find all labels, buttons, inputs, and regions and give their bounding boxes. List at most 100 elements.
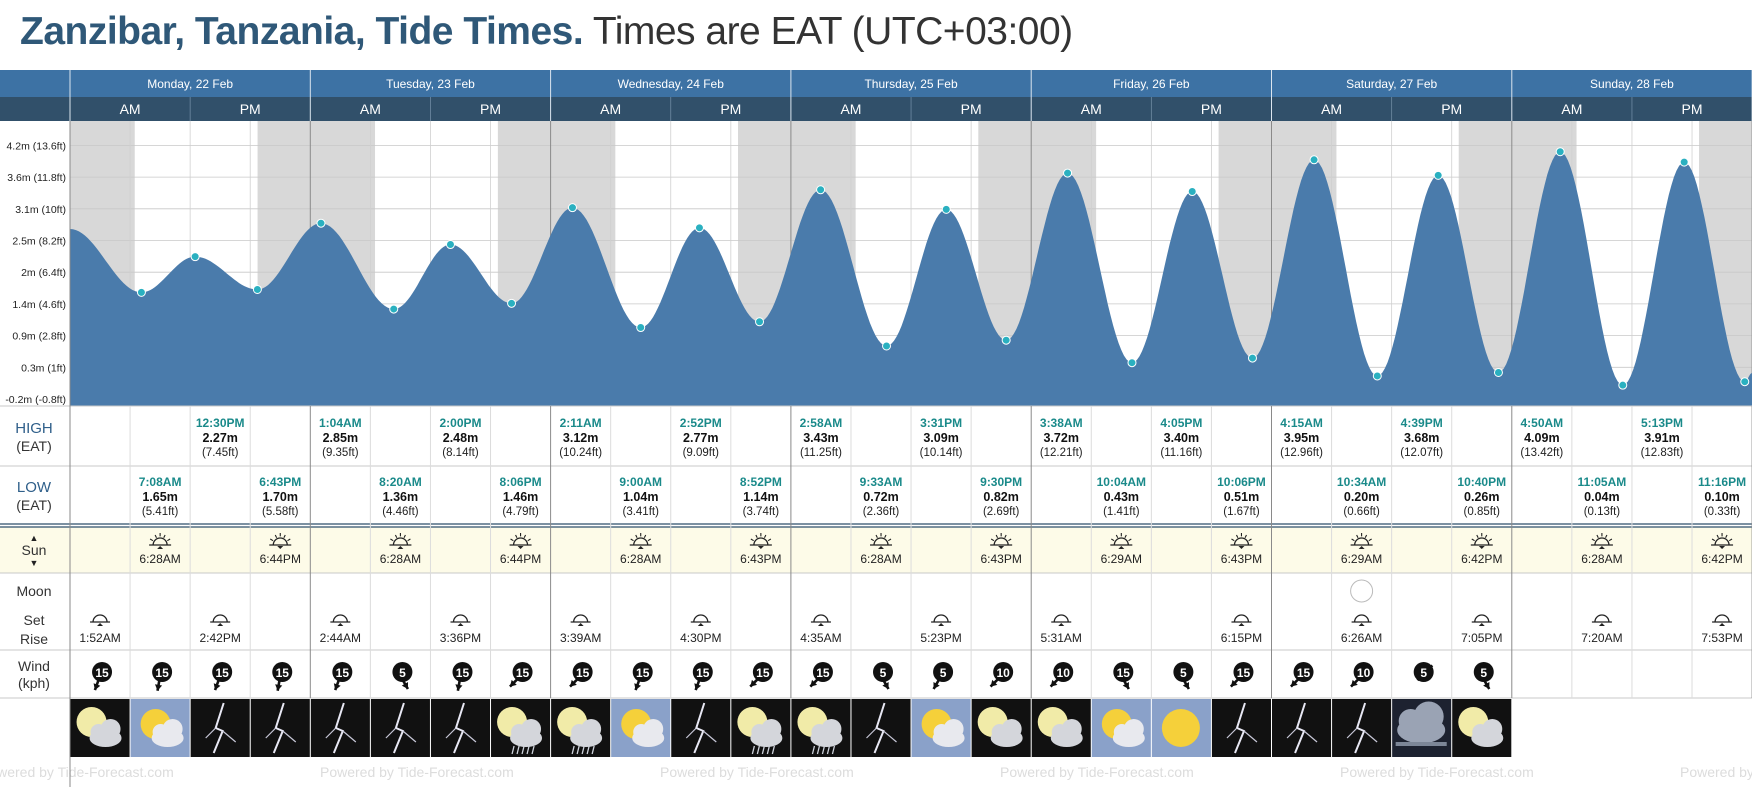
y-tick-label: 1.4m (4.6ft) (12, 299, 66, 311)
pm-label: PM (240, 101, 261, 117)
low-tide-feet: (4.46ft) (382, 506, 419, 518)
day-header-label: Sunday, 28 Feb (1590, 77, 1674, 91)
day-header-label: Thursday, 25 Feb (864, 77, 957, 91)
powered-by-watermark: Powered by Tide-Forecast.com (1680, 764, 1752, 780)
high-tide-height: 3.68m (1404, 431, 1439, 445)
am-label: AM (840, 101, 861, 117)
moonrise-time: 2:42PM (200, 631, 241, 645)
tide-extreme-point (1679, 157, 1689, 167)
y-tick-label: 2m (6.4ft) (21, 267, 66, 279)
wind-speed: 15 (456, 666, 470, 680)
pm-label: PM (480, 101, 501, 117)
day-header-label: Saturday, 27 Feb (1346, 77, 1437, 91)
overcast-icon (1392, 699, 1452, 757)
high-tide-feet: (9.09ft) (683, 447, 720, 459)
thunderstorm-icon (851, 699, 911, 757)
low-tide-height: 1.70m (263, 490, 298, 504)
wind-direction-icon (873, 662, 894, 690)
tide-extreme-point (882, 341, 892, 351)
sun-down-icon: ▼ (30, 558, 39, 568)
sunset-time: 6:44PM (260, 552, 301, 566)
low-tide-feet: (0.33ft) (1704, 506, 1741, 518)
low-tide-height: 0.43m (1104, 490, 1139, 504)
tide-extreme-point (567, 203, 577, 213)
footer-band (0, 757, 1752, 787)
sunrise-icon (389, 533, 412, 549)
pm-label: PM (961, 101, 982, 117)
high-tide-feet: (12.96ft) (1280, 447, 1323, 459)
sunrise-time: 6:29AM (1341, 552, 1382, 566)
sunset-icon (509, 533, 532, 549)
sunset-icon (1470, 533, 1493, 549)
high-tide-height: 4.09m (1524, 431, 1559, 445)
moon-rise-label: Rise (20, 631, 48, 647)
tide-extreme-point (636, 323, 646, 333)
low-tide-height: 0.20m (1344, 490, 1379, 504)
sunset-time: 6:43PM (980, 552, 1021, 566)
sunrise-icon (629, 533, 652, 549)
sunrise-icon (149, 533, 172, 549)
pm-label: PM (1441, 101, 1462, 117)
sunrise-time: 6:28AM (620, 552, 661, 566)
sunrise-icon (1590, 533, 1613, 549)
wind-speed: 5 (940, 666, 947, 680)
moonrise-time: 5:31AM (1041, 631, 1082, 645)
low-tide-feet: (1.67ft) (1223, 506, 1260, 518)
moonrise-icon (1231, 614, 1252, 626)
night-rain-icon (491, 699, 551, 757)
night-rain-icon (791, 699, 851, 757)
tide-extreme-point (1127, 358, 1137, 368)
day-header-label: Monday, 22 Feb (147, 77, 233, 91)
low-tide-time: 8:52PM (740, 475, 782, 489)
wind-direction-icon (809, 662, 833, 688)
tide-extreme-point (1309, 155, 1319, 165)
high-tide-height: 3.12m (563, 431, 598, 445)
night-rain-icon (551, 699, 611, 757)
sunrise-icon (1110, 533, 1133, 549)
low-tide-feet: (0.66ft) (1343, 506, 1380, 518)
low-row-tz: (EAT) (16, 497, 52, 513)
sunrise-time: 6:28AM (380, 552, 421, 566)
moonrise-time: 4:30PM (680, 631, 721, 645)
am-label: AM (1081, 101, 1102, 117)
tide-extreme-point (941, 204, 951, 214)
low-tide-height: 0.82m (983, 490, 1018, 504)
sunset-icon (1230, 533, 1253, 549)
pm-label: PM (1201, 101, 1222, 117)
wind-speed: 10 (996, 666, 1010, 680)
sunny-cloudy-icon (611, 699, 671, 757)
high-tide-time: 12:30PM (196, 416, 245, 430)
wind-speed: 5 (880, 666, 887, 680)
low-row-label: LOW (17, 479, 52, 496)
high-row-tz: (EAT) (16, 438, 52, 454)
wind-direction-icon (509, 662, 533, 688)
low-tide-time: 10:04AM (1097, 475, 1146, 489)
wind-speed: 15 (816, 666, 830, 680)
wind-direction-icon (632, 662, 653, 691)
low-tide-height: 0.51m (1224, 490, 1259, 504)
thunderstorm-icon (310, 699, 370, 757)
low-tide-time: 9:00AM (619, 475, 662, 489)
high-tide-feet: (10.14ft) (920, 447, 963, 459)
cloudy-rain-icon (731, 699, 791, 757)
low-tide-time: 8:20AM (379, 475, 422, 489)
high-tide-time: 5:13PM (1641, 416, 1683, 430)
low-tide-height: 1.04m (623, 490, 658, 504)
wind-direction-icon (212, 662, 233, 691)
y-tick-label: -0.2m (-0.8ft) (5, 394, 66, 406)
low-tide-feet: (5.41ft) (142, 506, 179, 518)
sunrise-time: 6:28AM (860, 552, 901, 566)
tide-extreme-point (1372, 371, 1382, 381)
powered-by-watermark: Powered by Tide-Forecast.com (660, 764, 854, 780)
thunderstorm-icon (250, 699, 310, 757)
wind-speed: 15 (756, 666, 770, 680)
am-label: AM (600, 101, 621, 117)
thunderstorm-icon (1332, 699, 1392, 757)
wind-speed: 15 (1117, 666, 1131, 680)
wind-speed: 15 (155, 666, 169, 680)
thunderstorm-icon (370, 699, 430, 757)
tide-extreme-point (507, 298, 517, 308)
partly-sunny-icon (1091, 699, 1151, 757)
day-header-label: Friday, 26 Feb (1113, 77, 1190, 91)
wind-direction-icon (1290, 662, 1314, 688)
